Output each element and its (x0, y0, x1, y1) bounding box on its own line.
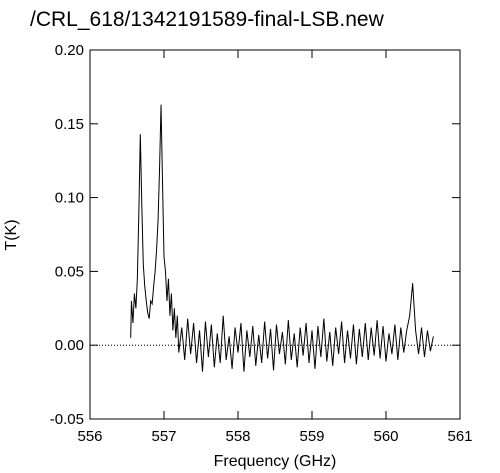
y-tick-label: 0.15 (55, 116, 84, 133)
y-tick-label: 0.00 (55, 337, 84, 354)
x-tick-label: 556 (77, 428, 102, 445)
y-tick-label: 0.20 (55, 42, 84, 59)
chart-title: /CRL_618/1342191589-final-LSB.new (30, 8, 385, 31)
x-axis-label: Frequency (GHz) (214, 453, 337, 470)
x-tick-label: 560 (373, 428, 398, 445)
y-tick-label: -0.05 (50, 411, 84, 428)
y-tick-label: 0.10 (55, 190, 84, 207)
y-tick-label: 0.05 (55, 263, 84, 280)
y-axis-label: T(K) (3, 219, 20, 250)
x-tick-label: 558 (225, 428, 250, 445)
plot-frame (89, 49, 461, 420)
x-tick-label: 561 (447, 428, 472, 445)
x-tick-label: 559 (299, 428, 324, 445)
spectrum-line (130, 104, 434, 372)
x-tick-label: 557 (151, 428, 176, 445)
